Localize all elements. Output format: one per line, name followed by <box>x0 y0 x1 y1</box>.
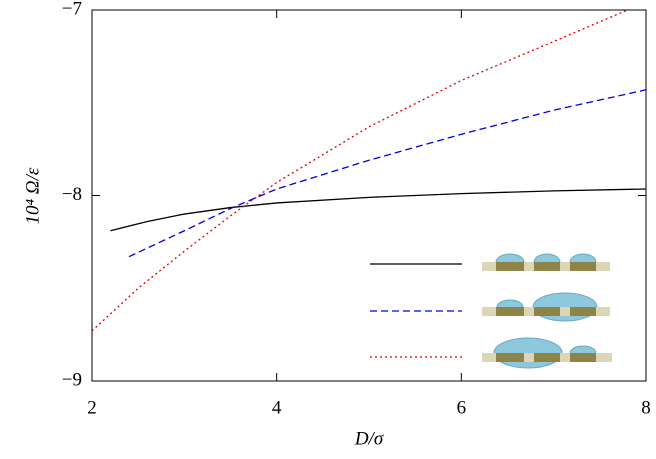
y-tick-label: −9 <box>62 369 82 390</box>
x-tick-label: 6 <box>457 397 467 418</box>
legend-icons <box>482 253 612 369</box>
series-line <box>128 89 646 258</box>
series-line <box>92 10 628 332</box>
x-tick-label: 8 <box>641 397 651 418</box>
x-tick-label: 4 <box>272 397 282 418</box>
x-tick-label: 2 <box>87 397 97 418</box>
y-axis-label: 10⁴ Ω/ε <box>22 167 43 224</box>
y-tick-label: −7 <box>62 0 82 19</box>
x-axis-label: D/σ <box>354 428 384 449</box>
plot-lines <box>92 10 646 332</box>
series-line <box>110 188 646 232</box>
y-tick-label: −8 <box>62 184 82 205</box>
